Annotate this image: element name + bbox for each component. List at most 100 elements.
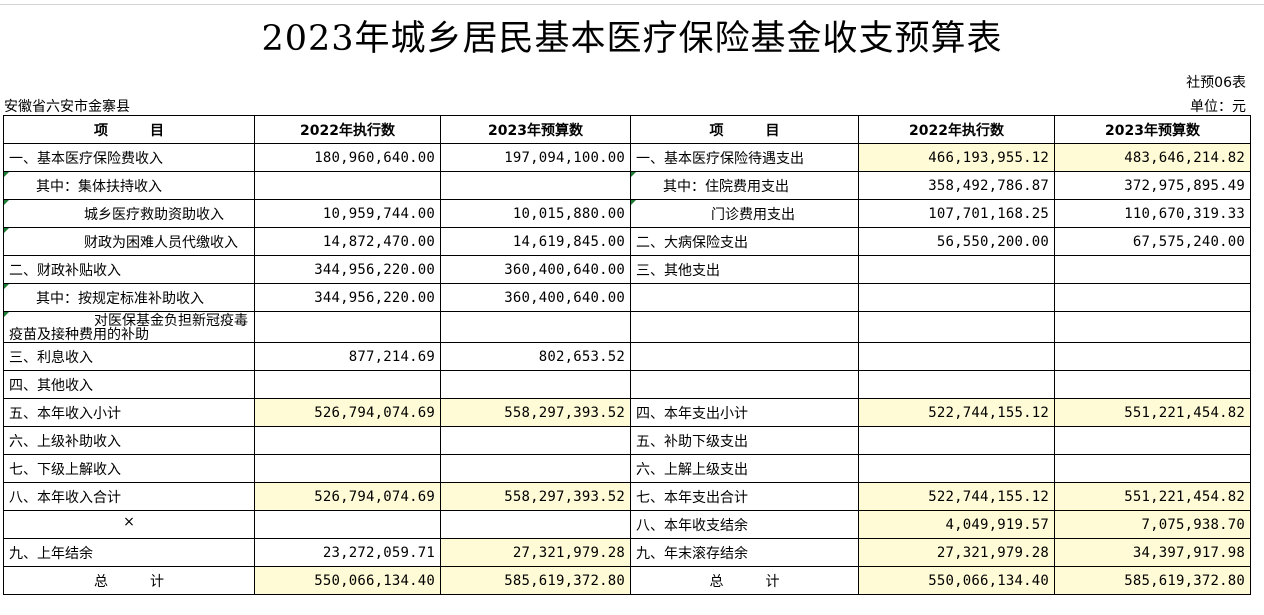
cell-right-exec[interactable]: [858, 255, 1055, 284]
cell-left-budget[interactable]: [440, 454, 631, 483]
cell-left-exec[interactable]: [254, 454, 441, 483]
cell-right-label[interactable]: 三、其他支出: [630, 255, 859, 284]
cell-left-label[interactable]: 其中：按规定标准补助收入: [3, 283, 255, 312]
cell-left-exec[interactable]: [254, 426, 441, 455]
cell-right-label[interactable]: 门诊费用支出: [630, 199, 859, 228]
cell-left-budget[interactable]: [440, 426, 631, 455]
cell-left-exec[interactable]: [254, 370, 441, 399]
cell-right-budget[interactable]: [1054, 370, 1251, 399]
cell-left-budget[interactable]: 10,015,880.00: [440, 199, 631, 228]
cell-right-budget[interactable]: [1054, 283, 1251, 312]
cell-right-budget[interactable]: 67,575,240.00: [1054, 227, 1251, 256]
cell-left-exec[interactable]: 526,794,074.69: [254, 482, 441, 511]
cell-left-budget[interactable]: 802,653.52: [440, 342, 631, 371]
cell-right-label[interactable]: 总 计: [630, 566, 859, 595]
cell-left-label[interactable]: 七、下级上解收入: [3, 454, 255, 483]
cell-left-budget[interactable]: 360,400,640.00: [440, 255, 631, 284]
cell-left-label[interactable]: 六、上级补助收入: [3, 426, 255, 455]
cell-left-label[interactable]: 财政为困难人员代缴收入: [3, 227, 255, 256]
cell-left-exec[interactable]: 877,214.69: [254, 342, 441, 371]
cell-left-budget[interactable]: 197,094,100.00: [440, 143, 631, 172]
cell-left-exec[interactable]: 180,960,640.00: [254, 143, 441, 172]
cell-right-exec[interactable]: 358,492,786.87: [858, 171, 1055, 200]
cell-left-exec[interactable]: 23,272,059.71: [254, 538, 441, 567]
cell-left-label[interactable]: 五、本年收入小计: [3, 398, 255, 427]
cell-right-budget[interactable]: [1054, 311, 1251, 343]
cell-left-label[interactable]: 总 计: [3, 566, 255, 595]
header-exec-2022-left[interactable]: 2022年执行数: [254, 115, 441, 144]
cell-right-budget[interactable]: 483,646,214.82: [1054, 143, 1251, 172]
cell-left-budget[interactable]: [440, 510, 631, 539]
cell-left-budget[interactable]: [440, 370, 631, 399]
cell-right-budget[interactable]: [1054, 454, 1251, 483]
cell-right-label[interactable]: 二、大病保险支出: [630, 227, 859, 256]
cell-right-exec[interactable]: [858, 454, 1055, 483]
cell-right-exec[interactable]: 4,049,919.57: [858, 510, 1055, 539]
cell-left-budget[interactable]: [440, 171, 631, 200]
cell-right-label[interactable]: 七、本年支出合计: [630, 482, 859, 511]
cell-right-budget[interactable]: [1054, 426, 1251, 455]
cell-right-label[interactable]: [630, 342, 859, 371]
cell-left-budget[interactable]: 360,400,640.00: [440, 283, 631, 312]
cell-right-label[interactable]: 六、上解上级支出: [630, 454, 859, 483]
cell-right-exec[interactable]: [858, 342, 1055, 371]
cell-right-label[interactable]: [630, 370, 859, 399]
cell-right-label[interactable]: 四、本年支出小计: [630, 398, 859, 427]
header-exec-2022-right[interactable]: 2022年执行数: [858, 115, 1055, 144]
cell-left-budget[interactable]: [440, 311, 631, 343]
cell-right-label[interactable]: 一、基本医疗保险待遇支出: [630, 143, 859, 172]
cell-right-exec[interactable]: 522,744,155.12: [858, 398, 1055, 427]
cell-left-exec[interactable]: 526,794,074.69: [254, 398, 441, 427]
cell-left-budget[interactable]: 27,321,979.28: [440, 538, 631, 567]
cell-left-label[interactable]: 城乡医疗救助资助收入: [3, 199, 255, 228]
cell-right-exec[interactable]: 466,193,955.12: [858, 143, 1055, 172]
cell-right-exec[interactable]: [858, 370, 1055, 399]
cell-right-exec[interactable]: [858, 283, 1055, 312]
cell-left-budget[interactable]: 558,297,393.52: [440, 398, 631, 427]
header-budget-2023-left[interactable]: 2023年预算数: [440, 115, 631, 144]
cell-right-label[interactable]: 八、本年收支结余: [630, 510, 859, 539]
cell-left-label[interactable]: 三、利息收入: [3, 342, 255, 371]
cell-right-exec[interactable]: 522,744,155.12: [858, 482, 1055, 511]
cell-right-budget[interactable]: 110,670,319.33: [1054, 199, 1251, 228]
header-budget-2023-right[interactable]: 2023年预算数: [1054, 115, 1251, 144]
cell-right-budget[interactable]: [1054, 342, 1251, 371]
cell-right-budget[interactable]: 585,619,372.80: [1054, 566, 1251, 595]
cell-left-exec[interactable]: 550,066,134.40: [254, 566, 441, 595]
cell-right-exec[interactable]: [858, 311, 1055, 343]
cell-left-exec[interactable]: 14,872,470.00: [254, 227, 441, 256]
cell-right-budget[interactable]: 551,221,454.82: [1054, 482, 1251, 511]
cell-left-exec[interactable]: [254, 311, 441, 343]
cell-right-exec[interactable]: [858, 426, 1055, 455]
cell-left-label[interactable]: ×: [3, 510, 255, 539]
cell-right-budget[interactable]: 372,975,895.49: [1054, 171, 1251, 200]
cell-left-budget[interactable]: 14,619,845.00: [440, 227, 631, 256]
cell-right-budget[interactable]: 7,075,938.70: [1054, 510, 1251, 539]
cell-right-label[interactable]: 其中：住院费用支出: [630, 171, 859, 200]
cell-left-label[interactable]: 一、基本医疗保险费收入: [3, 143, 255, 172]
cell-left-label[interactable]: 九、上年结余: [3, 538, 255, 567]
cell-right-budget[interactable]: [1054, 255, 1251, 284]
cell-left-label[interactable]: 二、财政补贴收入: [3, 255, 255, 284]
cell-left-label[interactable]: 对医保基金负担新冠疫毒疫苗及接种费用的补助: [3, 311, 255, 343]
cell-right-budget[interactable]: 34,397,917.98: [1054, 538, 1251, 567]
cell-right-label[interactable]: [630, 311, 859, 343]
cell-right-exec[interactable]: 27,321,979.28: [858, 538, 1055, 567]
cell-left-exec[interactable]: 10,959,744.00: [254, 199, 441, 228]
cell-right-exec[interactable]: 107,701,168.25: [858, 199, 1055, 228]
cell-left-exec[interactable]: [254, 510, 441, 539]
cell-right-budget[interactable]: 551,221,454.82: [1054, 398, 1251, 427]
cell-right-label[interactable]: 五、补助下级支出: [630, 426, 859, 455]
cell-right-exec[interactable]: 550,066,134.40: [858, 566, 1055, 595]
header-item-left[interactable]: 项 目: [3, 115, 255, 144]
cell-right-exec[interactable]: 56,550,200.00: [858, 227, 1055, 256]
cell-left-label[interactable]: 其中：集体扶持收入: [3, 171, 255, 200]
cell-left-budget[interactable]: 585,619,372.80: [440, 566, 631, 595]
header-item-right[interactable]: 项 目: [630, 115, 859, 144]
cell-right-label[interactable]: 九、年末滚存结余: [630, 538, 859, 567]
cell-left-label[interactable]: 四、其他收入: [3, 370, 255, 399]
cell-right-label[interactable]: [630, 283, 859, 312]
cell-left-budget[interactable]: 558,297,393.52: [440, 482, 631, 511]
cell-left-exec[interactable]: 344,956,220.00: [254, 255, 441, 284]
cell-left-exec[interactable]: 344,956,220.00: [254, 283, 441, 312]
